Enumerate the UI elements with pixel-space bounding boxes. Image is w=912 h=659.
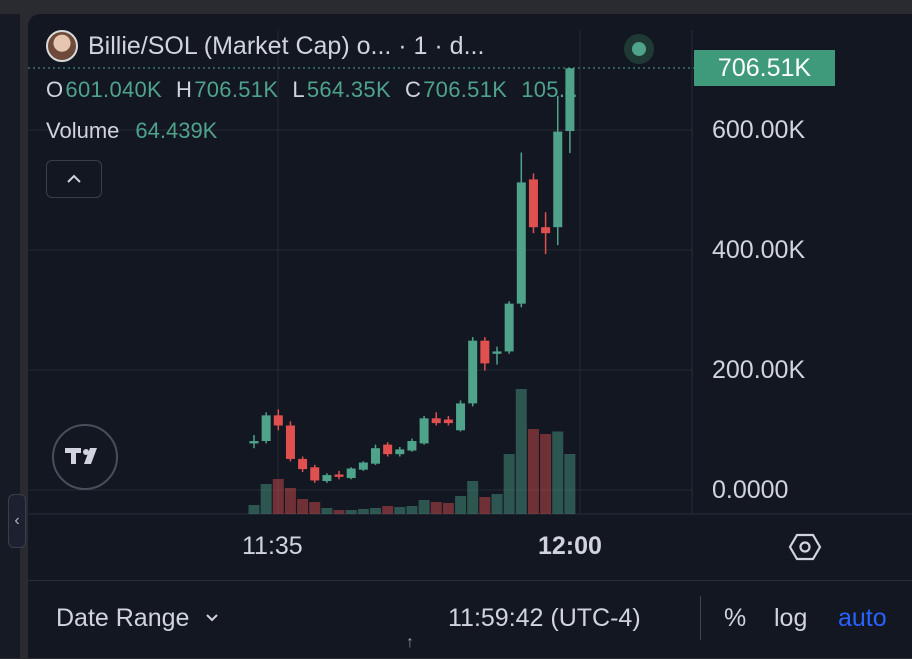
volume-bar	[248, 505, 260, 514]
volume-bar	[321, 508, 333, 514]
candle-body	[358, 462, 368, 470]
candle-body	[456, 403, 466, 431]
volume-bar	[297, 499, 309, 514]
candle-body	[492, 351, 502, 354]
ohlc-value: 564.35K	[306, 77, 391, 102]
candle-body	[322, 475, 332, 482]
last-price-tag: 706.51K	[694, 50, 835, 86]
volume-bar	[260, 484, 272, 514]
live-dot-icon	[632, 42, 646, 56]
volume-bar	[357, 509, 369, 514]
volume-bar	[527, 429, 539, 514]
token-avatar	[46, 30, 78, 62]
volume-bar	[479, 497, 491, 514]
volume-bar	[272, 479, 284, 514]
ohlc-key: O	[46, 77, 64, 102]
timezone-clock[interactable]: 11:59:42 (UTC-4)	[448, 604, 641, 632]
volume-value: 64.439K	[135, 118, 218, 143]
ohlc-value: 601.040K	[65, 77, 163, 102]
chevron-down-icon	[206, 614, 219, 622]
volume-bar	[552, 431, 564, 514]
candle-body	[419, 418, 429, 444]
x-axis-label: 11:35	[242, 532, 303, 560]
candle-body	[273, 415, 283, 426]
candle-body	[565, 68, 575, 132]
candle-body	[431, 418, 441, 424]
candle-body	[261, 415, 271, 442]
candle-body	[249, 441, 259, 444]
volume-bar	[370, 508, 381, 514]
bottom-toolbar	[28, 580, 912, 659]
candle-body	[310, 467, 320, 481]
chart-settings-icon[interactable]	[788, 532, 822, 562]
candle-body	[395, 449, 405, 455]
volume-bar	[333, 510, 345, 514]
y-axis-label: 400.00K	[712, 236, 806, 264]
symbol-title-text: Billie/SOL (Market Cap) o... · 1 · d...	[88, 31, 485, 60]
log-scale-toggle[interactable]: log	[774, 604, 808, 632]
volume-bar	[503, 454, 515, 514]
ohlc-key: H	[176, 77, 193, 102]
y-axis-label: 200.00K	[712, 356, 806, 384]
candle-body	[298, 458, 308, 470]
live-status-indicator	[624, 34, 654, 64]
chevron-up-icon	[67, 174, 81, 183]
chart-pane	[28, 14, 912, 658]
candle-body	[407, 441, 417, 451]
candle-body	[468, 340, 478, 404]
candle-body	[516, 182, 526, 304]
y-axis-label: 0.0000	[712, 476, 789, 504]
ohlc-value: 706.51K	[423, 77, 508, 102]
candle-body	[346, 468, 356, 479]
volume-bar	[382, 506, 394, 514]
volume-bar	[345, 510, 357, 514]
candle-body	[443, 419, 453, 424]
ohlc-value: 706.51K	[194, 77, 279, 102]
legend-collapse-button[interactable]	[46, 160, 102, 198]
tv-logo-glyph	[65, 448, 97, 464]
ohlc-key: C	[404, 77, 422, 102]
date-range-label: Date Range	[56, 604, 190, 632]
volume-bar	[455, 496, 467, 514]
volume-bar	[515, 389, 527, 514]
toolbar-divider	[700, 596, 701, 640]
volume-bar	[540, 434, 552, 514]
candle-body	[383, 444, 393, 455]
volume-label: Volume	[46, 118, 120, 143]
volume-legend: Volume 64.439K	[46, 118, 217, 144]
volume-bar	[418, 500, 430, 514]
ohlc-value: 105...	[521, 77, 579, 102]
candle-body	[541, 227, 551, 234]
hexagon-gear-icon	[788, 533, 822, 561]
panel-collapse-handle[interactable]: ‹	[8, 494, 26, 548]
y-axis-label: 600.00K	[712, 116, 806, 144]
volume-bar	[442, 503, 454, 514]
percent-scale-toggle[interactable]: %	[724, 604, 747, 632]
auto-scale-toggle[interactable]: auto	[838, 604, 887, 632]
candle-body	[285, 425, 295, 459]
volume-bar	[309, 502, 321, 514]
candle-body	[553, 131, 563, 228]
candle-body	[334, 474, 344, 477]
volume-bar	[430, 502, 442, 514]
volume-bar	[284, 488, 296, 514]
symbol-title[interactable]: Billie/SOL (Market Cap) o... · 1 · d...	[46, 30, 484, 62]
candle-body	[504, 303, 514, 352]
arrow-up-icon[interactable]: ↑	[406, 634, 414, 651]
volume-bar	[406, 506, 418, 514]
candle-body	[528, 179, 538, 228]
date-range-button[interactable]: Date Range	[56, 604, 219, 633]
tradingview-logo-icon[interactable]	[52, 424, 118, 490]
volume-bar	[394, 507, 406, 514]
candle-body	[480, 340, 490, 364]
ohlc-key: L	[292, 77, 305, 102]
candle-body	[371, 448, 380, 464]
volume-bar	[467, 481, 479, 514]
ohlc-legend: O 601.040K H 706.51K L 564.35K C 706.51K 105...	[46, 77, 592, 103]
x-axis-label: 12:00	[538, 532, 602, 560]
volume-bar	[564, 454, 576, 514]
volume-bar	[491, 494, 503, 514]
